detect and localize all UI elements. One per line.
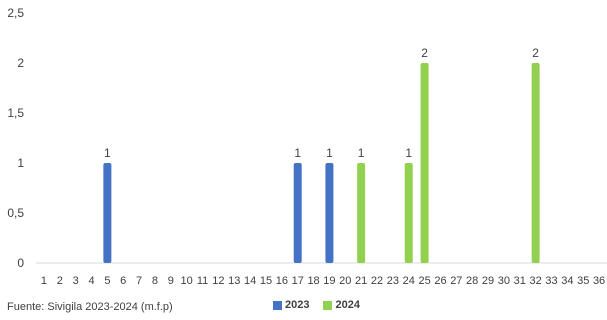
x-tick-label: 14 bbox=[244, 275, 256, 287]
source-note: Fuente: Sivigila 2023-2024 (m.f.p) bbox=[7, 301, 173, 313]
x-tick-label: 20 bbox=[339, 275, 351, 287]
x-tick-label: 13 bbox=[228, 275, 240, 287]
bar-2024-21 bbox=[357, 163, 366, 263]
x-tick-label: 8 bbox=[152, 275, 158, 287]
legend-label-2024: 2024 bbox=[335, 299, 360, 311]
x-tick-label: 28 bbox=[466, 275, 478, 287]
x-tick-label: 34 bbox=[561, 275, 573, 287]
x-tick-label: 3 bbox=[73, 275, 79, 287]
x-tick-label: 35 bbox=[577, 275, 589, 287]
y-axis-ticks: 0 0,5 1 1,5 2 2,5 bbox=[7, 6, 24, 270]
y-tick-label: 1 bbox=[17, 156, 24, 170]
x-tick-label: 15 bbox=[260, 275, 272, 287]
data-label: 1 bbox=[326, 146, 333, 160]
x-tick-label: 4 bbox=[88, 275, 94, 287]
y-tick-label: 0,5 bbox=[7, 206, 24, 220]
legend-swatch-2024 bbox=[323, 300, 333, 310]
x-tick-label: 10 bbox=[181, 275, 193, 287]
y-tick-label: 2,5 bbox=[7, 6, 24, 20]
bar-2023-19 bbox=[325, 163, 334, 263]
y-tick-label: 0 bbox=[17, 256, 24, 270]
legend-label-2023: 2023 bbox=[285, 299, 310, 311]
x-tick-label: 19 bbox=[323, 275, 335, 287]
x-tick-label: 11 bbox=[197, 275, 208, 287]
x-tick-label: 33 bbox=[545, 275, 557, 287]
bars-group bbox=[103, 63, 540, 263]
x-tick-label: 22 bbox=[371, 275, 383, 287]
x-tick-label: 6 bbox=[120, 275, 126, 287]
x-tick-label: 36 bbox=[593, 275, 605, 287]
x-tick-label: 32 bbox=[530, 275, 542, 287]
x-tick-label: 17 bbox=[292, 275, 304, 287]
x-tick-label: 30 bbox=[498, 275, 510, 287]
x-tick-label: 25 bbox=[418, 275, 430, 287]
x-tick-label: 5 bbox=[104, 275, 110, 287]
x-tick-label: 1 bbox=[41, 275, 47, 287]
data-label: 2 bbox=[532, 46, 539, 60]
legend-item-2023: 2023 bbox=[273, 299, 309, 311]
x-tick-label: 29 bbox=[482, 275, 494, 287]
x-axis-ticks: 1 2 3 4 5 6 7 8 9 10 11 12 13 14 15 16 17 18 19 20 21 22 23 24 2… bbox=[41, 275, 605, 287]
x-tick-label: 16 bbox=[276, 275, 288, 287]
legend-item-2024: 2024 bbox=[323, 299, 360, 311]
legend: 2023 2024 bbox=[273, 299, 360, 311]
x-tick-label: 7 bbox=[136, 275, 142, 287]
x-tick-label: 18 bbox=[307, 275, 319, 287]
legend-swatch-2023 bbox=[273, 300, 282, 310]
bar-2024-24 bbox=[404, 163, 413, 263]
x-tick-label: 23 bbox=[387, 275, 399, 287]
x-tick-label: 21 bbox=[355, 275, 367, 287]
x-tick-label: 31 bbox=[514, 275, 526, 287]
data-label: 1 bbox=[358, 146, 365, 160]
x-tick-label: 2 bbox=[57, 275, 63, 287]
data-label: 1 bbox=[294, 146, 301, 160]
x-tick-label: 27 bbox=[450, 275, 462, 287]
data-label: 1 bbox=[405, 146, 412, 160]
bar-2024-25 bbox=[420, 63, 429, 263]
bar-2023-17 bbox=[293, 163, 302, 263]
y-tick-label: 1,5 bbox=[7, 106, 24, 120]
bar-2023-5 bbox=[103, 163, 112, 263]
x-tick-label: 9 bbox=[168, 275, 174, 287]
data-label: 1 bbox=[104, 146, 111, 160]
bar-2024-32 bbox=[531, 63, 540, 263]
data-label: 2 bbox=[421, 46, 428, 60]
x-tick-label: 12 bbox=[212, 275, 224, 287]
data-labels-group: 1 1 1 1 1 2 2 bbox=[104, 46, 539, 160]
x-tick-label: 24 bbox=[403, 275, 415, 287]
y-tick-label: 2 bbox=[17, 56, 24, 70]
x-tick-label: 26 bbox=[434, 275, 446, 287]
